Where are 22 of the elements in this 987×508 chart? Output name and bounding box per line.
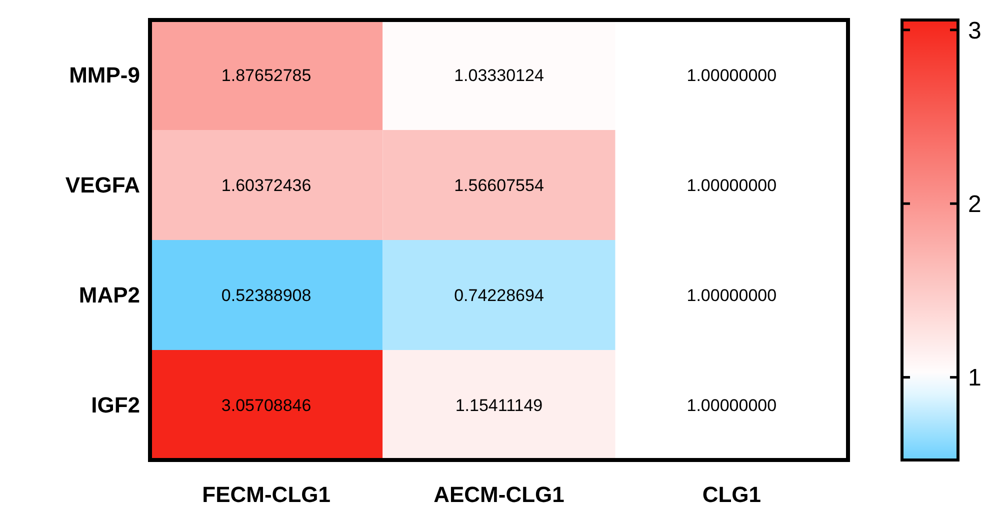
data-label: 0.52388908 <box>221 286 312 305</box>
color-bar-label: 1 <box>968 364 982 392</box>
x-tick-label: AECM-CLG1 <box>434 482 564 507</box>
data-label: 1.03330124 <box>454 66 544 85</box>
data-label: 1.15411149 <box>455 396 543 415</box>
color-bar-label: 3 <box>968 17 982 44</box>
data-label: 1.00000000 <box>686 286 777 305</box>
color-bar-label: 2 <box>968 191 982 218</box>
data-label: 1.60372436 <box>221 176 312 195</box>
data-label: 1.00000000 <box>686 176 777 195</box>
data-label: 1.87652785 <box>221 66 312 85</box>
y-tick-label: MAP2 <box>78 282 140 308</box>
y-tick-label: MMP-9 <box>69 62 140 88</box>
y-tick-label: IGF2 <box>91 392 140 418</box>
data-label: 3.05708846 <box>221 396 312 415</box>
y-tick-label: VEGFA <box>65 172 140 198</box>
data-label: 1.00000000 <box>686 396 777 415</box>
data-label: 1.00000000 <box>686 66 777 85</box>
x-tick-label: CLG1 <box>702 482 762 507</box>
data-label: 1.56607554 <box>454 176 544 195</box>
data-label: 0.74228694 <box>454 286 544 305</box>
x-tick-label: FECM-CLG1 <box>202 482 330 507</box>
